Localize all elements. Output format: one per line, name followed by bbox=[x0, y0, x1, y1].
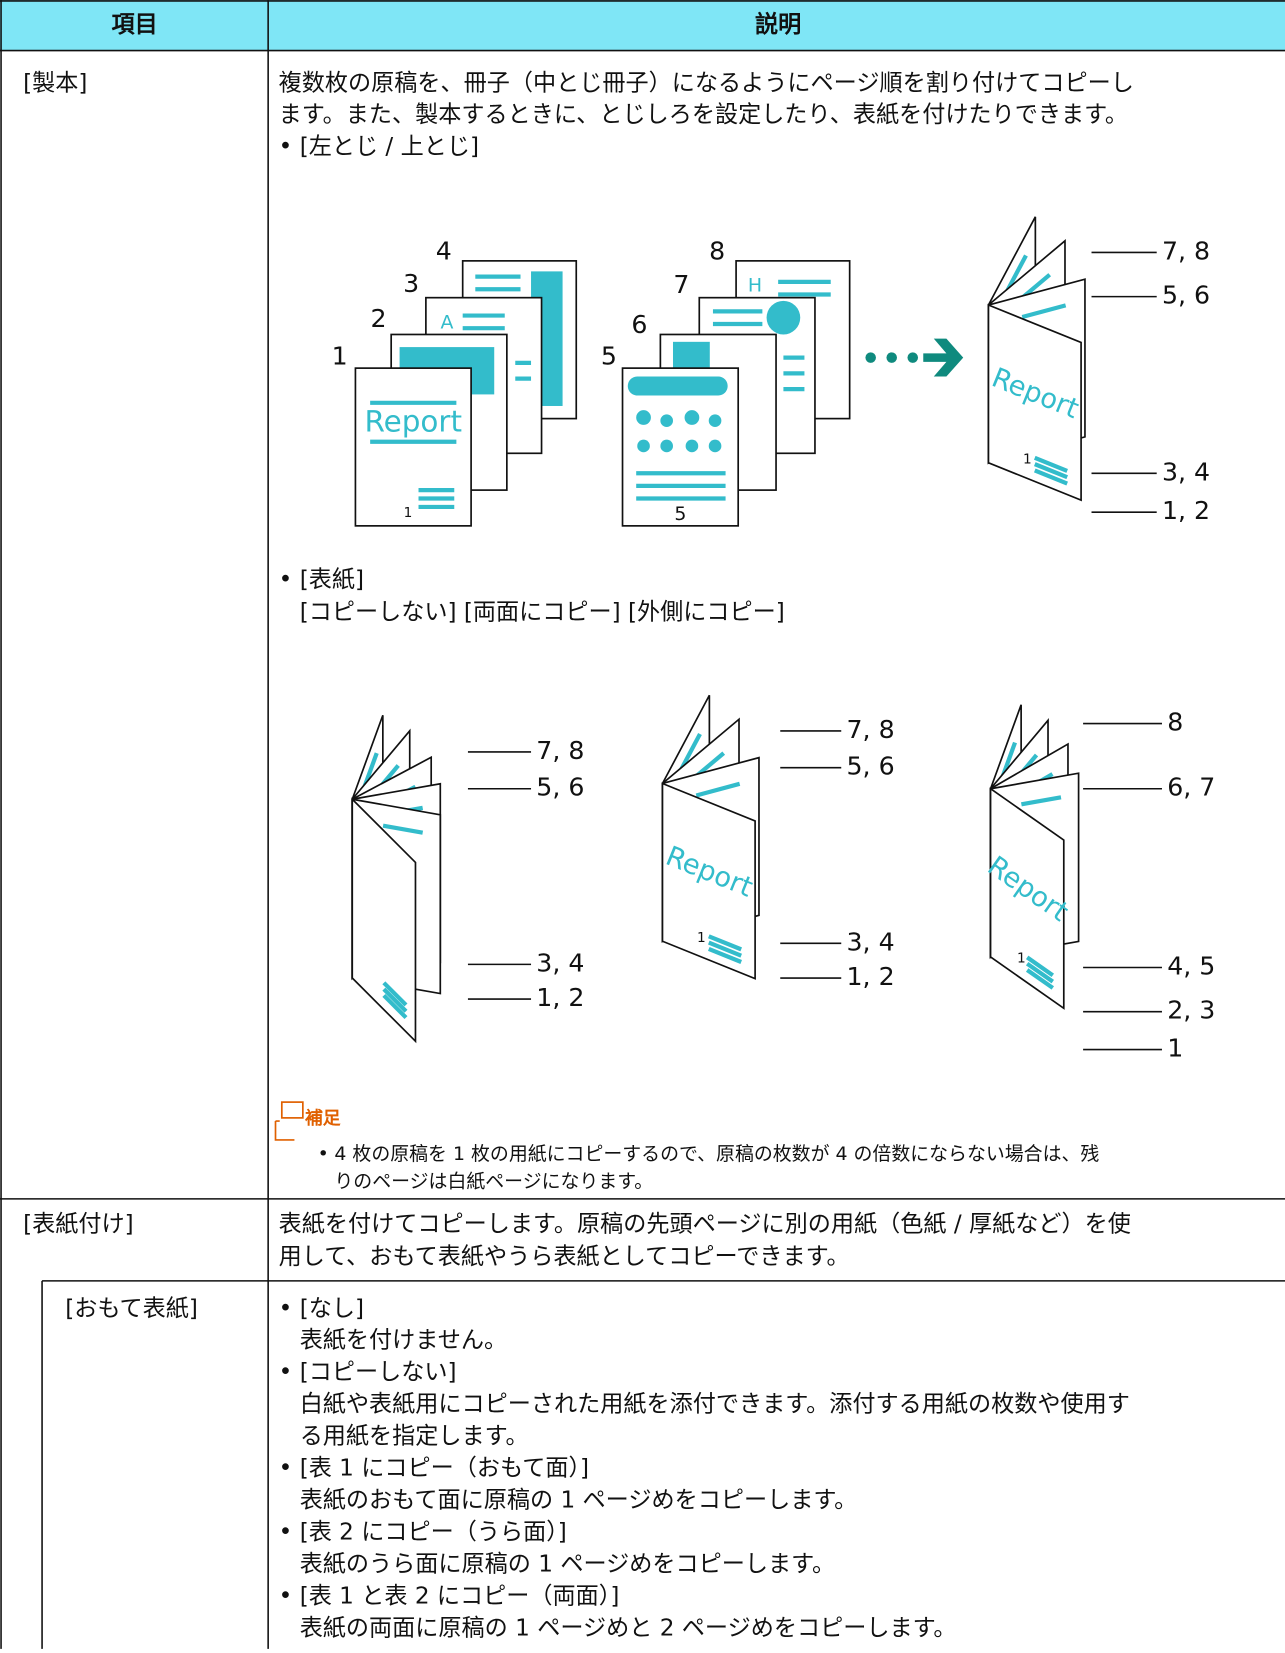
bullet-label: [表 2 にコピー（うら面）] bbox=[300, 1520, 567, 1546]
page-label: 1, 2 bbox=[1162, 496, 1210, 525]
bullet-text: 表紙の両面に原稿の 1 ページめと 2 ページめをコピーします。 bbox=[300, 1615, 957, 1641]
bullet-text: 表紙を付けません。 bbox=[300, 1328, 507, 1354]
page-label: 1, 2 bbox=[536, 983, 584, 1012]
page-number: 3 bbox=[403, 269, 419, 298]
bullet: • bbox=[318, 1143, 329, 1165]
page-content bbox=[1021, 795, 1062, 807]
page-number: 1 bbox=[332, 342, 348, 371]
bullet-text: 表紙のうら面に原稿の 1 ページめをコピーします。 bbox=[300, 1552, 835, 1578]
bullet: • bbox=[279, 1583, 293, 1609]
page bbox=[661, 782, 756, 980]
page-label: 7, 8 bbox=[536, 736, 584, 765]
page-content bbox=[1025, 968, 1055, 990]
note-title: 補足 bbox=[304, 1107, 341, 1129]
bullet: • bbox=[279, 1360, 293, 1386]
page-number: 4 bbox=[436, 236, 452, 265]
bullet: • bbox=[279, 134, 293, 160]
page-label: 1, 2 bbox=[847, 962, 895, 991]
bullet-text: 表紙のおもて面に原稿の 1 ページめをコピーします。 bbox=[300, 1488, 858, 1514]
page-content bbox=[695, 781, 741, 798]
page-number: 1 bbox=[1017, 950, 1026, 966]
header-bg bbox=[0, 0, 1285, 51]
page-number: 2 bbox=[371, 304, 387, 333]
page-content bbox=[1025, 955, 1055, 978]
item: [製本] bbox=[23, 71, 87, 97]
bullet-label: [左とじ / 上とじ] bbox=[300, 134, 479, 160]
page-number: 7 bbox=[673, 270, 689, 299]
arrow bbox=[865, 338, 964, 377]
page-label: 2, 3 bbox=[1167, 996, 1215, 1025]
bullet: • bbox=[279, 567, 293, 593]
page bbox=[351, 797, 417, 1044]
page-content bbox=[1033, 455, 1068, 473]
page-content bbox=[708, 934, 742, 952]
description: 用して、おもて表紙やうら表紙としてコピーできます。 bbox=[279, 1244, 850, 1270]
page-number: 1 bbox=[404, 505, 413, 521]
header-cell: 項目 bbox=[111, 12, 157, 38]
page-number: 1 bbox=[1023, 452, 1032, 468]
figure-stack-a bbox=[354, 260, 578, 527]
bullet-text: 白紙や表紙用にコピーされた用紙を添付できます。添付する用紙の枚数や使用す bbox=[300, 1392, 1130, 1418]
page-content bbox=[708, 940, 742, 958]
page-content bbox=[1033, 462, 1068, 480]
figure-stack-b bbox=[621, 260, 851, 527]
page-label: 4, 5 bbox=[1167, 952, 1215, 981]
bullet-label: [表 1 と表 2 にコピー（両面）] bbox=[300, 1583, 620, 1609]
page-label: 5, 6 bbox=[1162, 281, 1210, 310]
page-number: 5 bbox=[601, 342, 617, 371]
page-label: 7, 8 bbox=[847, 715, 895, 744]
bullet-text: る用紙を指定します。 bbox=[300, 1424, 529, 1450]
page-number: 1 bbox=[697, 930, 706, 946]
note-icon bbox=[274, 1101, 304, 1141]
description: 複数枚の原稿を、冊子（中とじ冊子）になるようにページ順を割り付けてコピーし bbox=[279, 71, 1134, 97]
item: [表紙付け] bbox=[23, 1212, 134, 1238]
page-content bbox=[1025, 961, 1055, 984]
bullet: • bbox=[279, 1296, 293, 1322]
note-line: 4 枚の原稿を 1 枚の用紙にコピーするので、原稿の枚数が 4 の倍数にならない… bbox=[334, 1143, 1099, 1165]
cover-text: Report bbox=[364, 404, 462, 438]
bullet-options: [コピーしない] [両面にコピー] [外側にコピー] bbox=[300, 600, 785, 626]
page-label: 7, 8 bbox=[1162, 236, 1210, 265]
bullet: • bbox=[279, 1456, 293, 1482]
description: 表紙を付けてコピーします。原稿の先頭ページに別の用紙（色紙 / 厚紙など）を使 bbox=[279, 1212, 1131, 1238]
page-label: 1 bbox=[1167, 1034, 1183, 1063]
description: ます。また、製本するときに、とじしろを設定したり、表紙を付けたりできます。 bbox=[279, 102, 1128, 128]
page bbox=[987, 303, 1082, 502]
booklet bbox=[351, 714, 442, 1044]
page-label: 5, 6 bbox=[847, 752, 895, 781]
page-letter: H bbox=[748, 275, 762, 297]
page-label: 3, 4 bbox=[847, 927, 895, 956]
bullet: • bbox=[279, 1520, 293, 1546]
page-content bbox=[382, 823, 424, 835]
page-content bbox=[1033, 468, 1068, 486]
bullet-label: [表紙] bbox=[300, 567, 364, 593]
bullet-label: [なし] bbox=[300, 1296, 364, 1322]
header-cell: 説明 bbox=[755, 11, 801, 38]
page-label: 5, 6 bbox=[536, 773, 584, 802]
page-content bbox=[708, 946, 742, 964]
page-content bbox=[382, 987, 408, 1013]
page-content bbox=[382, 993, 408, 1020]
item: [おもて表紙] bbox=[65, 1296, 198, 1322]
bullet-label: [コピーしない] bbox=[300, 1360, 457, 1386]
page-content bbox=[382, 981, 408, 1007]
page-content bbox=[1021, 303, 1067, 320]
bullet-label: [表 1 にコピー（おもて面）] bbox=[300, 1456, 589, 1482]
page-label: 6, 7 bbox=[1167, 773, 1215, 802]
page-number: 6 bbox=[631, 310, 647, 339]
page-label: 3, 4 bbox=[1162, 457, 1210, 486]
page-label: 3, 4 bbox=[536, 948, 584, 977]
page bbox=[989, 787, 1065, 1010]
page-letter: A bbox=[440, 311, 453, 333]
page-number: 5 bbox=[674, 503, 686, 525]
note-line: りのページは白紙ページになります。 bbox=[334, 1171, 653, 1193]
page-label: 8 bbox=[1167, 708, 1183, 737]
page-number: 8 bbox=[709, 236, 725, 265]
